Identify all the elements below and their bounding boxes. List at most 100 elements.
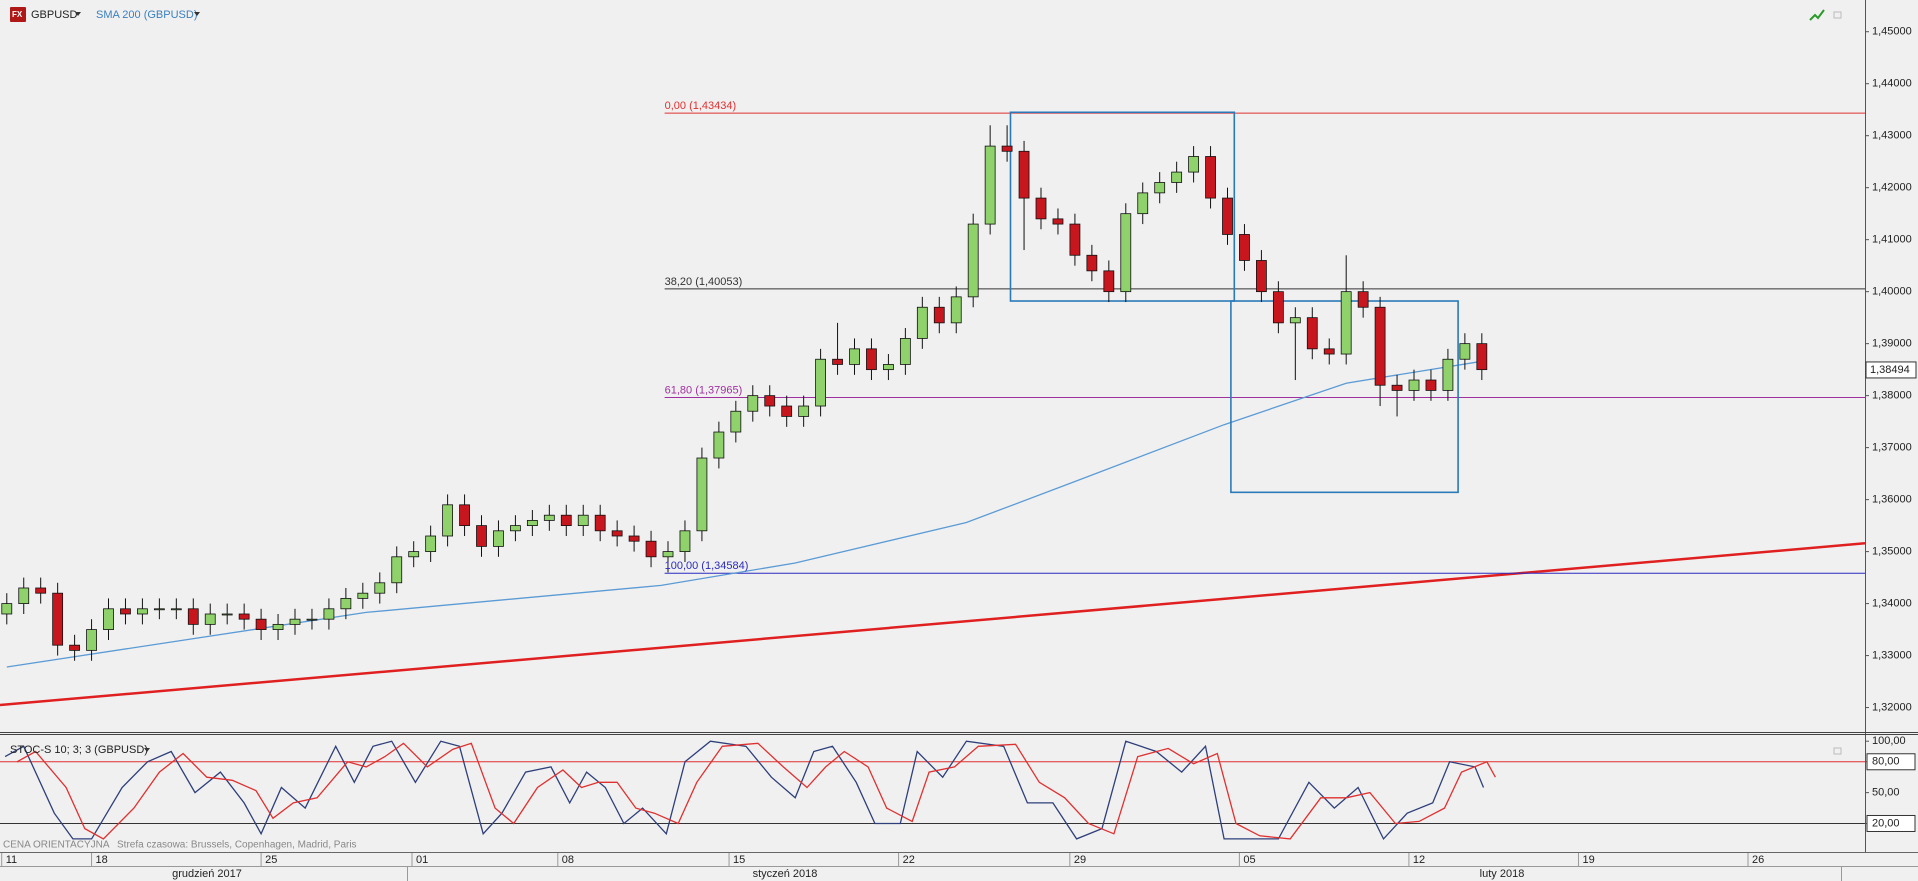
candle-body (238, 613, 250, 620)
candle-body (1171, 171, 1183, 183)
candle-body (730, 410, 742, 433)
candle-body (374, 582, 386, 594)
candle-body (1205, 156, 1216, 199)
candle-body (35, 587, 47, 594)
candle-body (340, 597, 352, 610)
x-tick-label: 18 (96, 854, 108, 866)
candle-body (153, 608, 165, 611)
candle-body (391, 556, 403, 584)
last-price-label: 1,38494 (1870, 364, 1910, 376)
candle-body (86, 629, 97, 651)
fx-icon-label: FX (12, 10, 23, 19)
x-tick-label: 08 (562, 854, 574, 866)
level-label: 61,80 (1,37965) (665, 384, 743, 396)
candle-body (832, 358, 843, 365)
candle-body (866, 348, 877, 371)
dropdown-arrow[interactable] (144, 748, 150, 752)
x-tick-label: 25 (265, 854, 277, 866)
x-tick-label: 05 (1243, 854, 1255, 866)
candle-body (18, 587, 30, 604)
dropdown-arrow[interactable] (75, 12, 81, 16)
y-tick-highlight (1866, 753, 1916, 771)
candle-body (933, 306, 945, 324)
candle-body (645, 540, 657, 558)
candle-body (459, 504, 470, 527)
candle-body (103, 608, 114, 630)
y-tick-label: 1,35000 (1872, 546, 1912, 558)
candle-body (120, 608, 131, 615)
candle-body (1323, 348, 1335, 355)
month-label: grudzień 2017 (172, 868, 242, 880)
candle-body (272, 623, 284, 630)
y-tick-label: 1,41000 (1872, 234, 1912, 246)
candle-body (1, 603, 13, 615)
candle-body (1256, 260, 1267, 293)
candle-body (662, 551, 674, 558)
y-tick-label: 20,00 (1872, 817, 1900, 829)
candle-body (255, 618, 267, 630)
candle-body (849, 348, 860, 365)
timezone-note: Strefa czasowa: Brussels, Copenhagen, Ma… (117, 840, 357, 851)
candle-body (1086, 254, 1098, 272)
window-icon[interactable] (1833, 747, 1842, 755)
candle-body (1408, 379, 1420, 391)
candle-body (408, 551, 420, 558)
x-tick-label: 29 (1074, 854, 1086, 866)
candle-body (1289, 317, 1301, 324)
x-tick-label: 12 (1413, 854, 1425, 866)
candle-body (204, 613, 216, 625)
level-label: 100,00 (1,34584) (665, 560, 749, 572)
symbol-label[interactable]: GBPUSD (31, 9, 78, 21)
candle-body (781, 405, 793, 417)
dropdown-arrow[interactable] (194, 12, 200, 16)
candle-body (1222, 197, 1233, 235)
y-tick-label: 1,43000 (1872, 130, 1912, 142)
y-tick-label: 100,00 (1872, 735, 1906, 747)
candle-body (170, 608, 182, 611)
candle-body (764, 395, 776, 407)
fx-icon[interactable] (10, 7, 26, 22)
candle-body (69, 644, 80, 651)
candle-body (696, 457, 708, 532)
candle-body (476, 525, 487, 547)
stoch-title[interactable]: STOC-S 10; 3; 3 (GBPUSD) (10, 744, 148, 756)
axes: 1,32000 1,33000 1,34000 1,35000 1,36000 1,370… (1, 26, 1917, 866)
y-tick-label: 1,33000 (1872, 649, 1912, 661)
price-note: CENA ORIENTACYJNA (3, 840, 110, 851)
candle-body (493, 530, 504, 547)
candle-body (289, 618, 301, 625)
candle-body (1340, 291, 1352, 355)
candle-body (628, 535, 640, 542)
x-tick-label: 11 (6, 854, 17, 866)
y-tick-label: 1,39000 (1872, 338, 1912, 350)
candle-body (950, 296, 962, 324)
candle-body (323, 608, 335, 620)
candle-body (899, 338, 911, 365)
stoch-panel (0, 740, 1865, 841)
y-tick-label: 1,38000 (1872, 390, 1912, 402)
y-tick-label: 1,42000 (1872, 182, 1912, 194)
indicator-label[interactable]: SMA 200 (GBPUSD) (96, 9, 197, 21)
level-label: 38,20 (1,40053) (665, 276, 743, 288)
x-tick-label: 26 (1752, 854, 1764, 866)
y-tick-label: 1,32000 (1872, 701, 1912, 713)
candle-body (1052, 218, 1064, 225)
candle-body (815, 358, 826, 407)
x-tick-label: 01 (416, 854, 428, 866)
candle-body (1272, 291, 1284, 324)
candle-body (425, 535, 437, 552)
candle-body (526, 520, 538, 527)
candle-body (1001, 145, 1013, 152)
series-line (4, 740, 1485, 841)
candle-body (221, 613, 233, 616)
x-tick-label: 19 (1582, 854, 1594, 866)
level-label: 0,00 (1,43434) (665, 100, 737, 112)
y-tick-label: 1,37000 (1872, 442, 1912, 454)
trend-icon[interactable] (1809, 9, 1825, 21)
candle-body (1425, 379, 1437, 391)
candle-body (1188, 156, 1199, 173)
window-icon[interactable] (1833, 11, 1842, 19)
